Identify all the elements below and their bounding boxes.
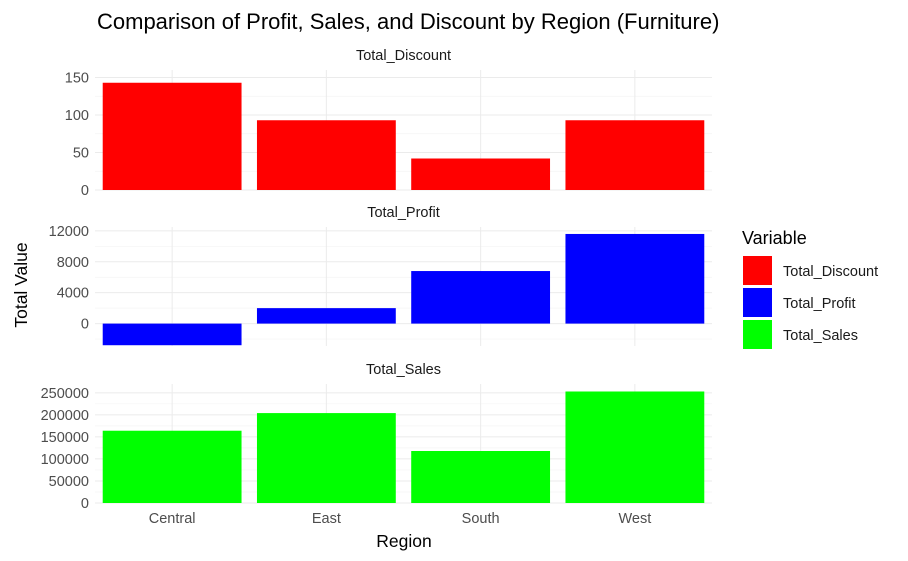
chart-title: Comparison of Profit, Sales, and Discoun… [97,9,719,34]
legend-label: Total_Discount [783,264,878,280]
y-tick-label: 50 [73,146,89,162]
y-tick-label: 100000 [41,452,89,468]
y-tick-label: 200000 [41,408,89,424]
panel-total-profit: Total_Profit 0 4000 8000 12000 [49,205,712,346]
y-tick-label: 0 [81,183,89,199]
bar-total-profit-east [256,308,396,324]
x-axis-ticks: Central East South West [149,511,652,527]
x-tick-label: East [312,511,341,527]
y-tick-label: 8000 [57,255,89,271]
bar-total-discount-central [102,82,242,190]
legend-swatch [743,288,772,317]
y-tick-label: 100 [65,108,89,124]
bar-total-discount-west [565,120,705,190]
x-tick-label: West [618,511,651,527]
legend-swatch [743,320,772,349]
legend-swatch [743,256,772,285]
y-tick-label: 0 [81,317,89,333]
bar-total-discount-east [256,120,396,190]
y-tick-label: 150000 [41,430,89,446]
legend-label: Total_Sales [783,328,858,344]
y-tick-label: 50000 [49,474,89,490]
y-tick-label: 250000 [41,386,89,402]
bar-total-sales-south [411,450,551,503]
legend-label: Total_Profit [783,296,856,312]
y-axis-title: Total Value [11,242,31,327]
bar-total-sales-east [256,413,396,503]
x-tick-label: Central [149,511,196,527]
y-tick-label: 150 [65,71,89,87]
x-tick-label: South [462,511,500,527]
y-tick-label: 4000 [57,286,89,302]
panel-total-discount: Total_Discount 0 50 100 150 [65,48,712,199]
y-tick-label: 0 [81,496,89,512]
bar-total-sales-west [565,391,705,503]
chart-panels: Total_Discount 0 50 100 150 Total_Profit 0 4000… [41,48,712,512]
bar-total-profit-central [102,323,242,346]
y-tick-label: 12000 [49,224,89,240]
panel-total-sales: Total_Sales 0 50000 100000 150000 200000 25000… [41,362,712,512]
panel-strip-label: Total_Discount [356,48,451,64]
x-axis-title: Region [376,531,431,551]
bar-total-profit-south [411,271,551,324]
panel-strip-label: Total_Sales [366,362,441,378]
legend: Variable Total_Discount Total_Profit Total… [742,228,878,349]
bar-total-profit-west [565,233,705,324]
bar-total-sales-central [102,430,242,503]
legend-title: Variable [742,228,807,248]
panel-strip-label: Total_Profit [367,205,440,221]
bar-total-discount-south [411,158,551,190]
